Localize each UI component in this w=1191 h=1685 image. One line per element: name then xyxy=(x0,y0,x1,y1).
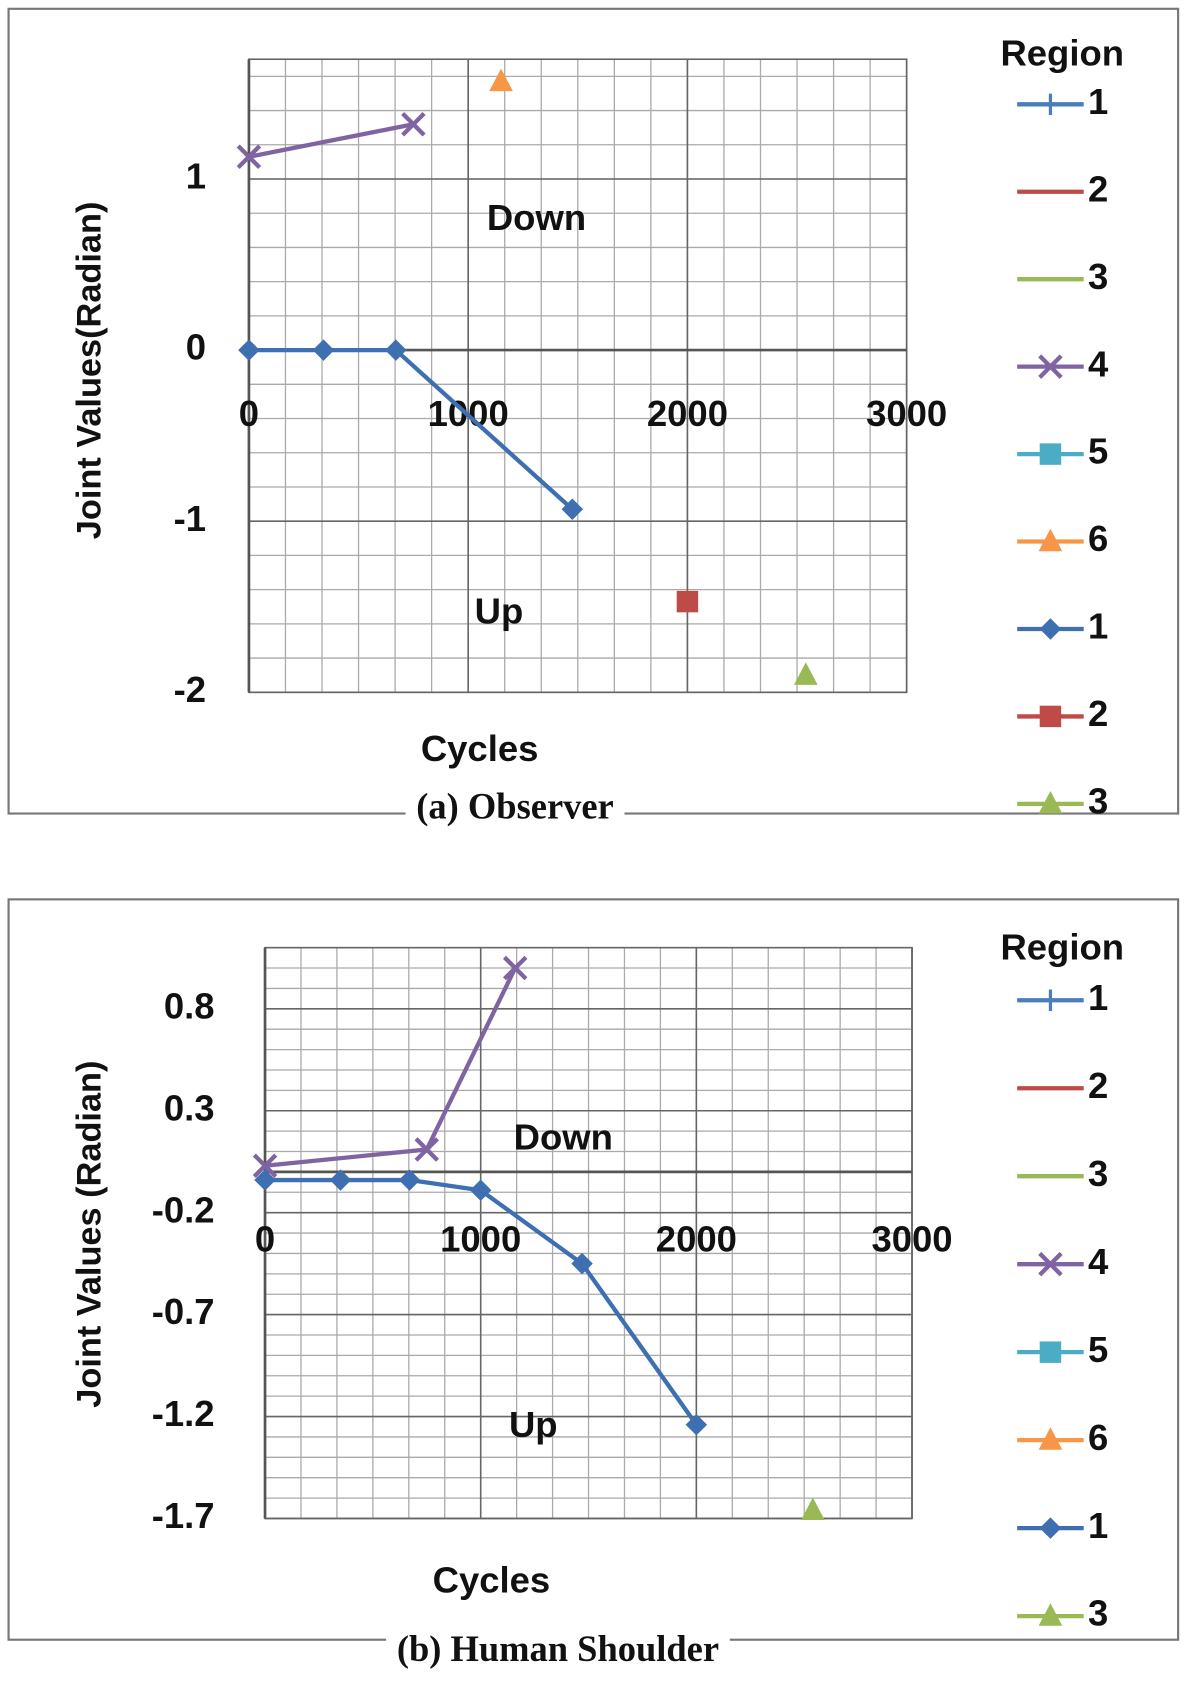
legend-title: Region xyxy=(1000,926,1124,967)
legend-label: 5 xyxy=(1088,431,1108,472)
data-point xyxy=(801,1497,825,1520)
caption: (a) Observer xyxy=(416,786,613,827)
legend-label: 4 xyxy=(1088,1241,1109,1282)
legend-marker xyxy=(1039,1517,1062,1539)
y-tick-label: 0.3 xyxy=(164,1087,215,1128)
data-point xyxy=(312,339,335,361)
legend-label: 3 xyxy=(1088,781,1108,822)
legend-label: 5 xyxy=(1088,1329,1108,1370)
legend-marker xyxy=(1039,989,1062,1011)
legend-marker xyxy=(1038,1427,1063,1450)
data-point xyxy=(685,1413,708,1436)
annotation: Up xyxy=(509,1404,558,1445)
data-point xyxy=(489,68,513,92)
data-point xyxy=(469,1179,492,1201)
x-tick-label: 3000 xyxy=(866,393,947,434)
legend-label: 1 xyxy=(1088,81,1108,122)
legend-marker xyxy=(1038,790,1063,814)
legend-label: 6 xyxy=(1088,518,1108,559)
data-point xyxy=(398,1169,421,1191)
x-tick-label: 0 xyxy=(255,1218,275,1259)
legend-label: 2 xyxy=(1088,693,1108,734)
legend-marker xyxy=(1039,1341,1062,1363)
legend-label: 1 xyxy=(1088,606,1108,647)
legend-title: Region xyxy=(1000,33,1124,74)
y-tick-label: -0.2 xyxy=(152,1189,215,1230)
legend-label: 3 xyxy=(1088,1593,1108,1634)
data-point xyxy=(401,111,426,137)
y-tick-label: -0.7 xyxy=(152,1291,215,1332)
y-tick-label: -1.7 xyxy=(152,1495,215,1536)
data-point xyxy=(561,498,584,520)
legend-marker xyxy=(1039,618,1062,640)
legend-marker xyxy=(1039,443,1062,465)
data-point xyxy=(794,662,818,685)
y-tick-label: 0 xyxy=(186,327,206,368)
legend-label: 6 xyxy=(1088,1417,1108,1458)
legend-label: 1 xyxy=(1088,977,1108,1018)
x-tick-label: 3000 xyxy=(871,1218,952,1259)
data-point xyxy=(236,144,262,170)
x-tick-label: 2000 xyxy=(656,1218,737,1259)
y-axis-label: Joint Values (Radian) xyxy=(70,1061,108,1408)
annotation: Down xyxy=(514,1116,613,1157)
legend-marker xyxy=(1038,528,1063,552)
data-point xyxy=(254,1169,276,1191)
y-tick-label: 0.8 xyxy=(164,985,215,1026)
series-line xyxy=(264,967,518,1168)
x-tick-label: 0 xyxy=(239,393,259,434)
x-axis-label: Cycles xyxy=(433,1559,551,1600)
x-axis-label: Cycles xyxy=(421,728,539,769)
annotation: Down xyxy=(487,197,586,238)
legend-marker xyxy=(1039,705,1062,728)
legend-label: 2 xyxy=(1088,1065,1108,1106)
data-point xyxy=(329,1169,352,1191)
y-tick-label: 1 xyxy=(186,156,206,197)
legend-label: 2 xyxy=(1088,168,1108,209)
x-tick-label: 1000 xyxy=(440,1218,521,1259)
data-point xyxy=(571,1252,593,1275)
legend-label: 3 xyxy=(1088,256,1108,297)
legend-marker xyxy=(1038,1251,1063,1277)
legend-label: 4 xyxy=(1088,343,1109,384)
data-point xyxy=(676,590,699,613)
data-point xyxy=(502,955,528,981)
annotation: Up xyxy=(475,591,524,632)
x-tick-label: 2000 xyxy=(647,393,728,434)
legend-label: 1 xyxy=(1088,1505,1108,1546)
y-tick-label: -1 xyxy=(174,498,206,539)
series-line xyxy=(248,347,574,511)
data-point xyxy=(238,339,260,361)
y-tick-label: -1.2 xyxy=(152,1393,215,1434)
y-axis-label: Joint Values(Radian) xyxy=(70,202,108,540)
caption: (b) Human Shoulder xyxy=(397,1628,719,1669)
caption-background xyxy=(405,785,625,827)
data-point xyxy=(414,1137,440,1162)
data-point xyxy=(252,1153,278,1179)
legend-marker xyxy=(1039,93,1062,116)
legend-marker xyxy=(1038,1603,1063,1626)
data-point xyxy=(385,339,407,361)
y-tick-label: -2 xyxy=(174,669,206,710)
legend-marker xyxy=(1038,354,1063,379)
series-line xyxy=(265,1177,699,1426)
series-line xyxy=(248,122,414,159)
legend-label: 3 xyxy=(1088,1153,1108,1194)
caption-background xyxy=(386,1627,730,1669)
